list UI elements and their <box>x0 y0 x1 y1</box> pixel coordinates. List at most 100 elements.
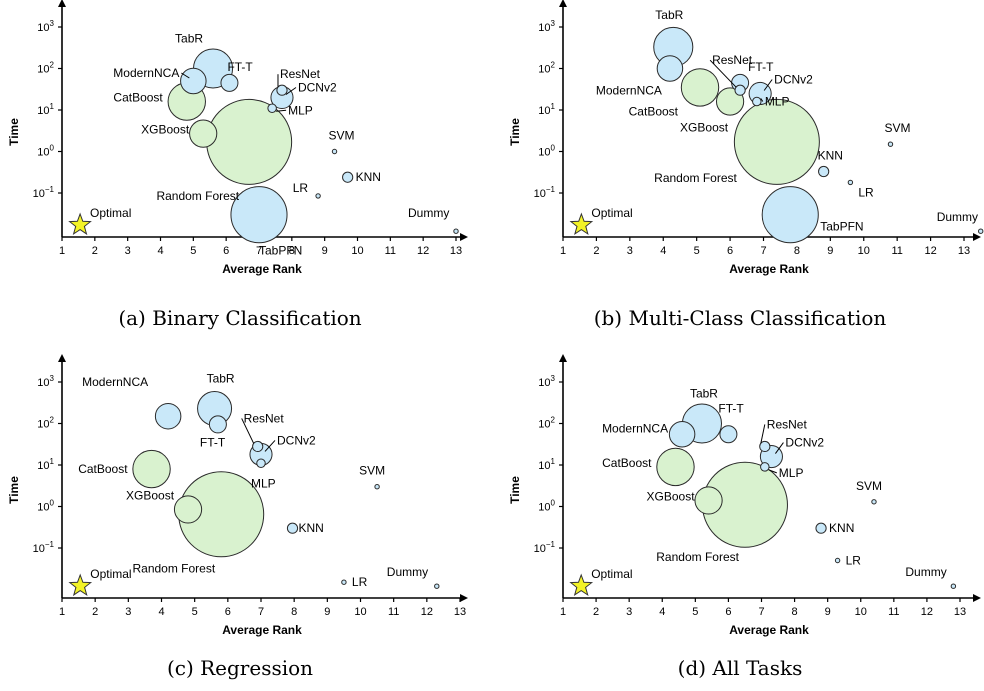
optimal-star-icon <box>569 573 594 597</box>
point-xgboost[interactable] <box>189 119 218 148</box>
x-axis-arrow <box>973 233 981 241</box>
panel-caption: (b) Multi-Class Classification <box>594 306 887 330</box>
label-mlp: MLP <box>251 476 276 490</box>
y-tick-label: 100 <box>37 499 54 514</box>
x-tick-label: 11 <box>888 606 899 618</box>
point-lr[interactable] <box>315 193 321 199</box>
point-dummy[interactable] <box>950 583 957 589</box>
x-tick-label: 10 <box>855 606 867 618</box>
label-catboost: CatBoost <box>629 104 679 118</box>
x-tick-label: 3 <box>627 245 633 257</box>
y-tick-label: 102 <box>538 416 555 431</box>
y-tick-label: 103 <box>37 19 54 34</box>
point-catboost[interactable] <box>680 68 720 107</box>
label-mlp: MLP <box>288 103 313 117</box>
y-axis-arrow <box>559 354 567 362</box>
label-dummy: Dummy <box>905 565 946 579</box>
y-axis-title: Time <box>508 476 522 504</box>
y-tick-label: 101 <box>37 457 54 472</box>
point-dummy[interactable] <box>453 228 459 234</box>
y-axis-title: Time <box>7 118 21 146</box>
x-tick-label: 10 <box>354 606 366 618</box>
point-modernnca[interactable] <box>180 67 207 95</box>
point-mlp[interactable] <box>752 96 762 107</box>
optimal-star-icon <box>68 573 93 597</box>
y-tick-label: 10−1 <box>33 185 55 200</box>
label-ft-t: FT-T <box>200 435 226 449</box>
x-tick-label: 4 <box>158 606 164 618</box>
point-lr[interactable] <box>847 179 854 186</box>
optimal-star-icon <box>68 212 92 236</box>
point-knn[interactable] <box>818 165 830 178</box>
point-random-forest[interactable] <box>206 98 293 185</box>
y-axis-arrow <box>58 354 66 362</box>
x-tick-label: 12 <box>924 245 936 257</box>
point-resnet[interactable] <box>759 440 771 453</box>
point-resnet[interactable] <box>252 440 264 453</box>
point-tabpfn[interactable] <box>761 186 819 244</box>
point-ft-t[interactable] <box>208 415 227 434</box>
point-xgboost[interactable] <box>173 495 203 524</box>
point-mlp[interactable] <box>267 103 277 114</box>
point-resnet[interactable] <box>734 84 746 96</box>
x-tick-label: 2 <box>92 606 98 618</box>
label-modernnca: ModernNCA <box>82 375 148 389</box>
x-tick-label: 3 <box>125 245 131 257</box>
leader-mlp <box>276 109 287 112</box>
x-axis-arrow <box>973 594 981 602</box>
x-tick-label: 1 <box>560 606 566 618</box>
x-tick-label: 1 <box>59 606 65 618</box>
label-xgboost: XGBoost <box>126 488 175 502</box>
x-tick-label: 13 <box>958 245 970 257</box>
point-dummy[interactable] <box>978 228 984 234</box>
point-ft-t[interactable] <box>719 425 738 444</box>
x-tick-label: 5 <box>692 606 698 618</box>
point-modernnca[interactable] <box>656 55 684 82</box>
label-resnet: ResNet <box>712 53 753 67</box>
label-dcnv2: DCNv2 <box>298 81 337 95</box>
point-knn[interactable] <box>286 522 299 534</box>
label-resnet: ResNet <box>280 67 321 81</box>
point-catboost[interactable] <box>132 449 171 489</box>
label-knn: KNN <box>299 521 324 535</box>
y-tick-label: 100 <box>538 144 555 159</box>
y-tick-label: 103 <box>538 19 555 34</box>
label-optimal: Optimal <box>90 567 131 581</box>
point-svm[interactable] <box>887 141 894 147</box>
point-tabpfn[interactable] <box>230 186 288 244</box>
x-tick-label: 7 <box>760 245 766 257</box>
label-catboost: CatBoost <box>78 462 128 476</box>
point-xgboost[interactable] <box>694 486 723 515</box>
point-ft-t[interactable] <box>220 73 239 92</box>
label-catboost: CatBoost <box>602 456 652 470</box>
point-modernnca[interactable] <box>154 402 182 430</box>
point-knn[interactable] <box>815 522 827 534</box>
label-lr: LR <box>846 553 862 567</box>
x-tick-label: 1 <box>560 245 566 257</box>
point-knn[interactable] <box>342 171 354 183</box>
point-random-forest[interactable] <box>733 98 820 185</box>
y-axis-title: Time <box>508 118 522 146</box>
x-tick-label: 6 <box>725 606 731 618</box>
label-svm: SVM <box>329 129 355 143</box>
leader-resnet <box>709 59 737 88</box>
point-mlp[interactable] <box>760 462 770 472</box>
point-modernnca[interactable] <box>668 421 696 448</box>
x-axis-arrow <box>460 233 468 241</box>
point-svm[interactable] <box>374 483 380 490</box>
point-lr[interactable] <box>834 557 841 564</box>
point-resnet[interactable] <box>276 84 288 96</box>
x-tick-label: 9 <box>324 606 330 618</box>
label-mlp: MLP <box>779 466 804 480</box>
point-mlp[interactable] <box>256 458 266 469</box>
point-svm[interactable] <box>331 148 338 155</box>
point-dummy[interactable] <box>434 583 440 589</box>
label-svm: SVM <box>359 464 385 478</box>
x-tick-label: 6 <box>223 245 229 257</box>
y-tick-label: 102 <box>37 416 54 431</box>
point-lr[interactable] <box>341 579 347 585</box>
y-tick-label: 103 <box>37 374 54 389</box>
point-svm[interactable] <box>871 499 877 505</box>
point-catboost[interactable] <box>656 447 695 487</box>
y-axis-title: Time <box>7 476 21 504</box>
